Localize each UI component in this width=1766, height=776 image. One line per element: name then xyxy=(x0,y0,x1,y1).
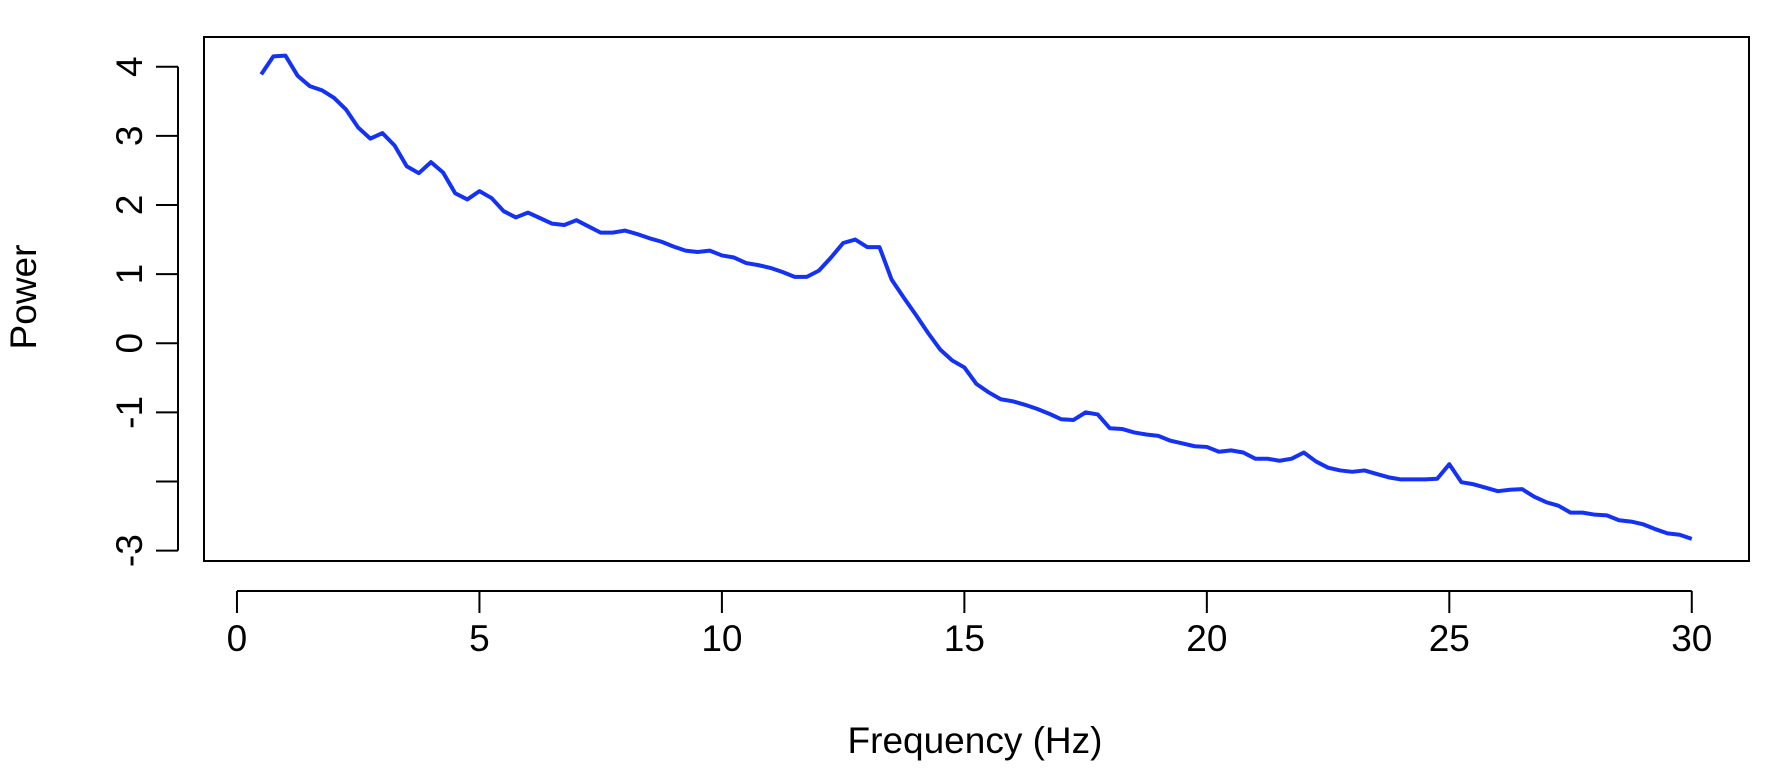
y-tick-label: 0 xyxy=(109,333,150,354)
x-tick-label: 5 xyxy=(469,618,490,659)
data-line xyxy=(259,53,1693,541)
x-tick-label: 30 xyxy=(1671,618,1712,659)
y-tick-label: 1 xyxy=(109,264,150,285)
y-tick-label: -1 xyxy=(109,396,150,429)
y-axis-title: Power xyxy=(3,245,44,350)
plot-frame xyxy=(203,36,1750,562)
x-axis-title: Frequency (Hz) xyxy=(848,720,1103,761)
y-tick-label: -3 xyxy=(109,534,150,567)
x-tick-label: 0 xyxy=(227,618,248,659)
x-tick-label: 15 xyxy=(944,618,985,659)
y-tick-label: 2 xyxy=(109,195,150,216)
y-tick-label: 4 xyxy=(109,56,150,77)
x-tick-label: 25 xyxy=(1429,618,1470,659)
x-tick-label: 20 xyxy=(1186,618,1227,659)
x-tick-label: 10 xyxy=(701,618,742,659)
y-tick-label: 3 xyxy=(109,126,150,147)
